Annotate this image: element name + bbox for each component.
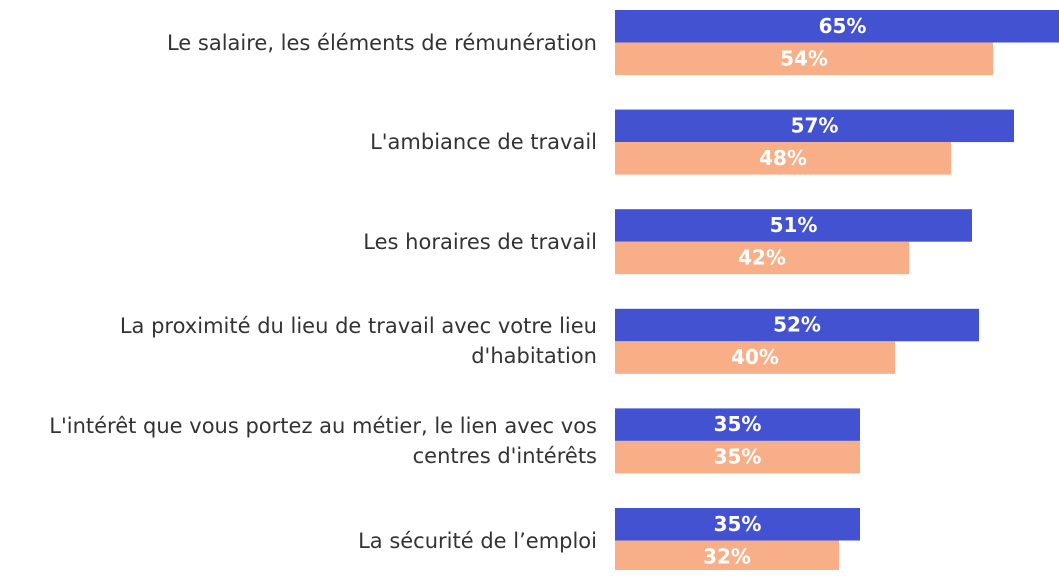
- value-label: 32%: [703, 544, 751, 568]
- bar: [615, 540, 839, 570]
- value-label: 48%: [759, 146, 807, 170]
- value-label: 42%: [738, 245, 786, 269]
- bar: [615, 408, 860, 441]
- bar: [615, 142, 951, 175]
- value-label: 65%: [819, 14, 867, 38]
- chart: 65% 54% 57% 48% 51% 42% 52% 40% 35% 35% 35% 32%: [615, 10, 1059, 570]
- category-label: Le salaire, les éléments de rémunération: [166, 30, 597, 55]
- category-label: L'ambiance de travail: [370, 130, 597, 155]
- bar: [615, 508, 860, 541]
- bar: [615, 241, 909, 275]
- category-label: Les horaires de travail: [363, 229, 597, 254]
- page: 65%54%57%48%51%42%52%40%35%35%35%32% (()…: [49, 10, 1059, 570]
- value-label: 35%: [714, 412, 762, 436]
- bar: [615, 109, 1014, 143]
- bar: [615, 440, 860, 474]
- value-label: 54%: [780, 46, 828, 70]
- value-label: 52%: [773, 313, 821, 337]
- bar: [615, 308, 979, 342]
- category-label: L'intérêt que vous portez au métier, le …: [49, 413, 597, 468]
- category-label: La proximité du lieu de travail avec vot…: [119, 314, 597, 369]
- value-label: 51%: [770, 213, 818, 237]
- bar: [615, 341, 895, 374]
- bar: [615, 209, 972, 242]
- value-label: 35%: [714, 445, 762, 469]
- bar: [615, 10, 1059, 43]
- value-label: 57%: [791, 113, 839, 137]
- value-label: 35%: [714, 512, 762, 536]
- value-label: 40%: [731, 345, 779, 369]
- bar: [615, 42, 993, 75]
- category-label: La sécurité de l’emploi: [358, 528, 597, 553]
